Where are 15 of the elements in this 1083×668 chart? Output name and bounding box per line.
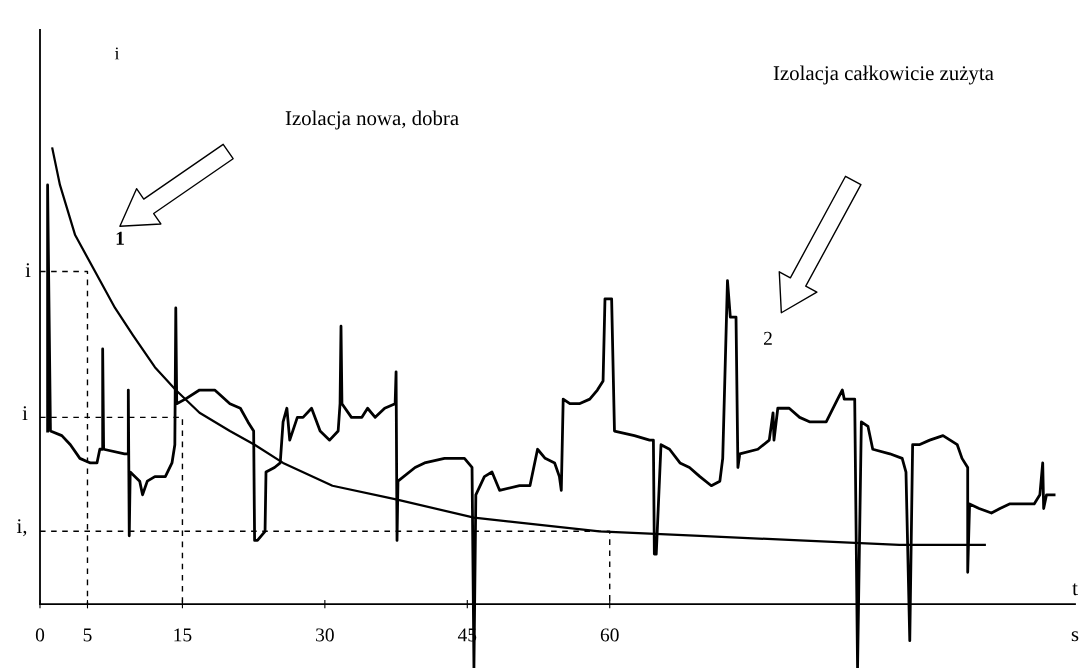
- text: Izolacja nowa, dobra: [285, 110, 459, 130]
- text: i: [22, 406, 28, 421]
- text: Izolacja całkowicie zużyta: [773, 65, 994, 85]
- x-axis-title: t: [1072, 583, 1078, 596]
- x-tick-label: 15: [174, 628, 192, 642]
- x-tick-label: 0: [35, 628, 45, 642]
- x-tick-label: 30: [316, 628, 334, 642]
- annotation: s: [1071, 631, 1079, 642]
- series-label: 2: [763, 331, 772, 345]
- text: i,: [16, 519, 27, 537]
- series-label: 1: [116, 231, 124, 245]
- text: i: [25, 263, 31, 278]
- x-tick-label: 5: [83, 628, 92, 642]
- y-axis-title: i: [114, 47, 120, 60]
- x-tick-label: 60: [600, 628, 619, 642]
